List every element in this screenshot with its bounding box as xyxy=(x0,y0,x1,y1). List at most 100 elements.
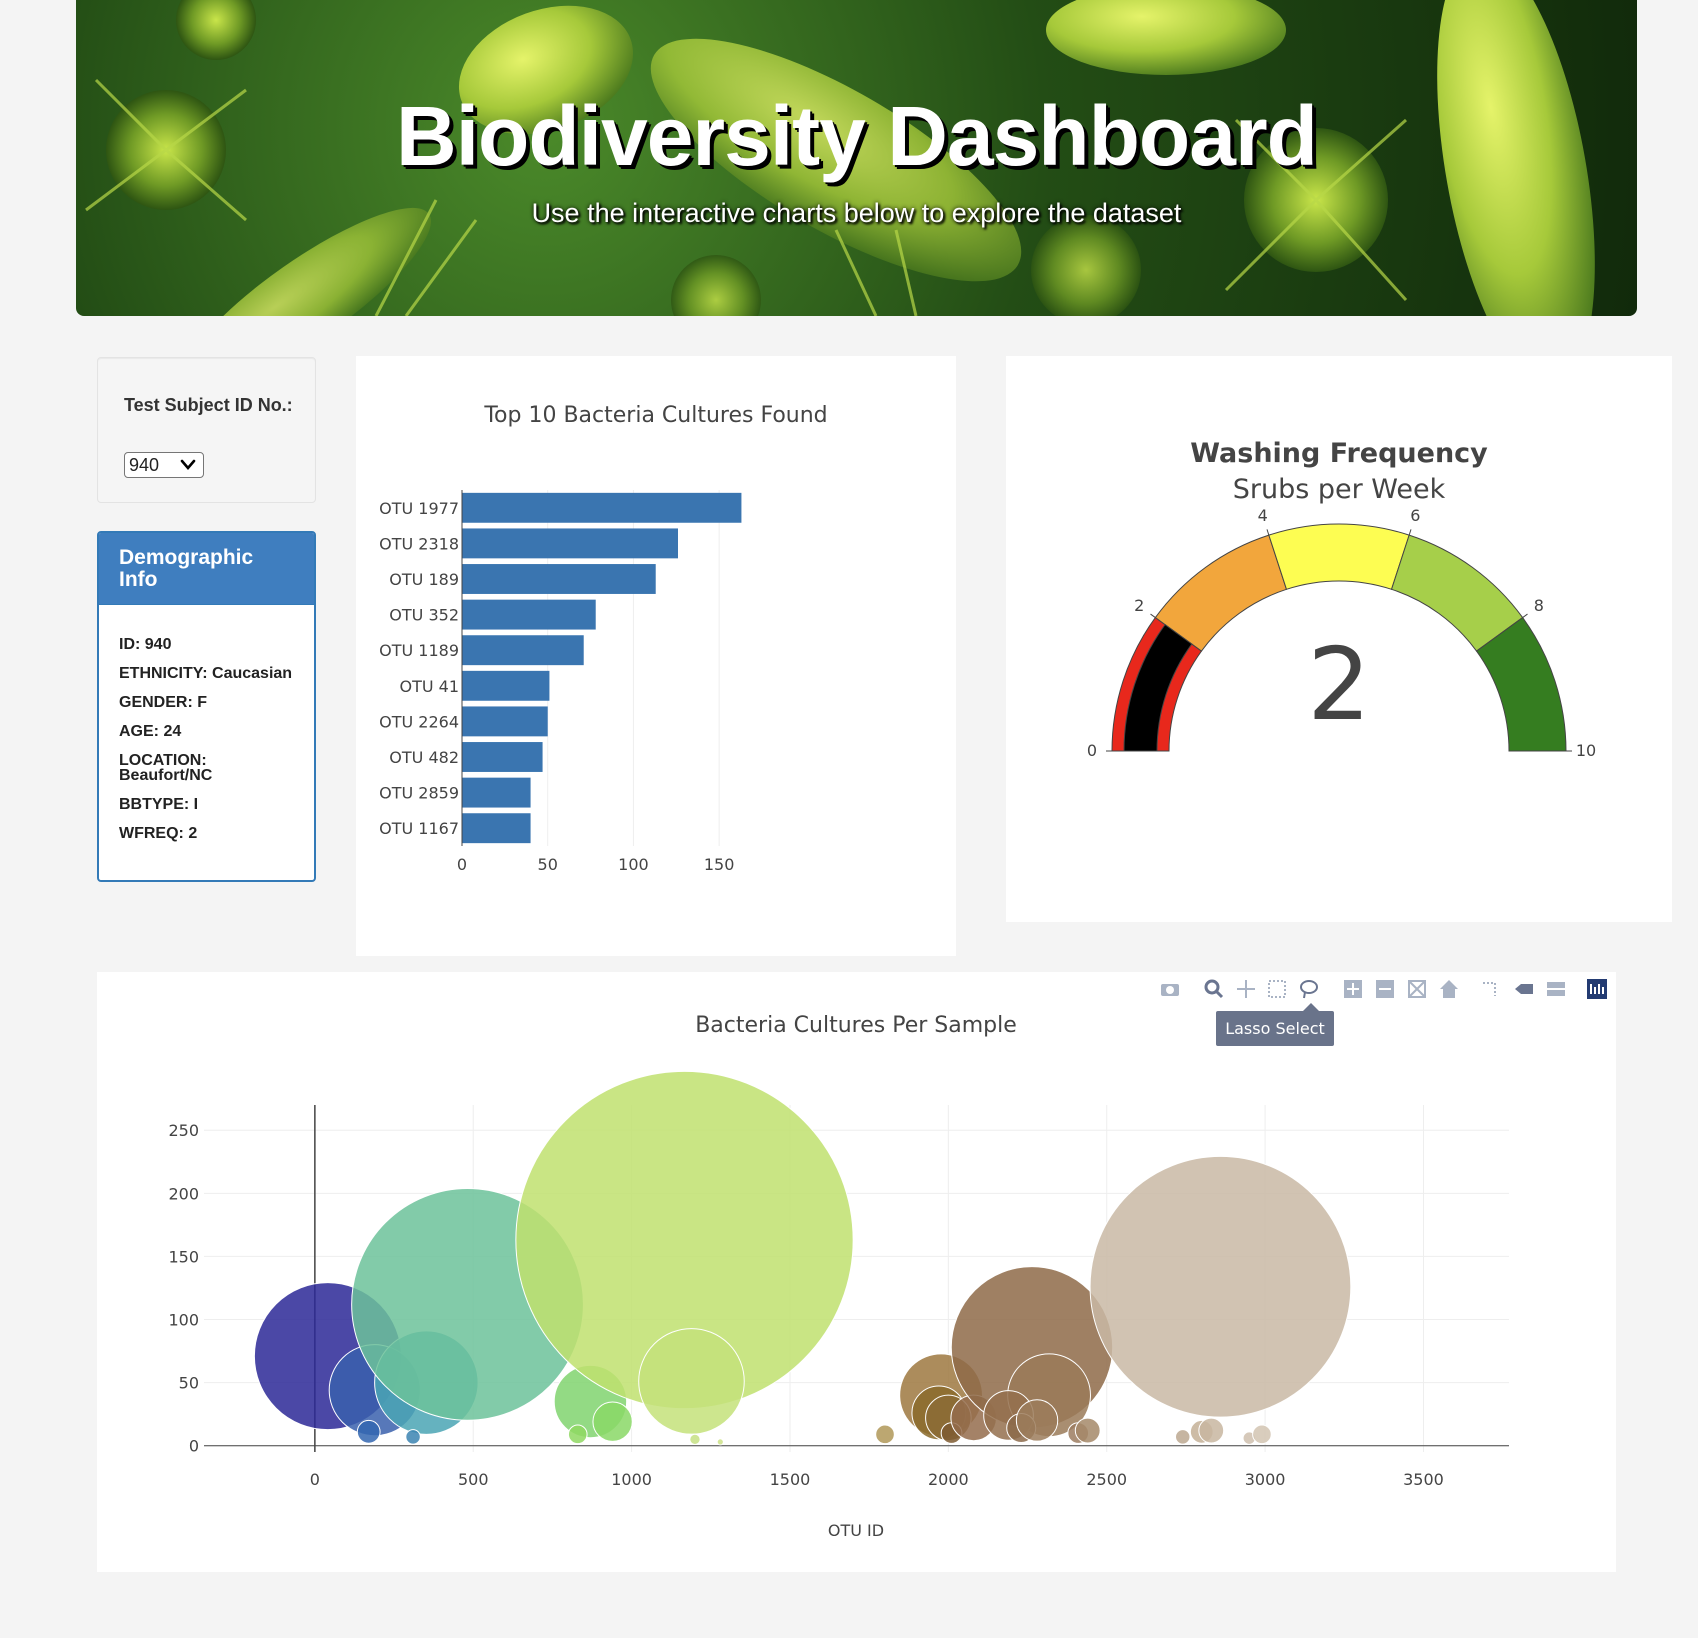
hover-closest-icon[interactable] xyxy=(1513,978,1535,1000)
gauge-tick-label: 0 xyxy=(1087,741,1097,760)
zoom-in-icon[interactable] xyxy=(1342,978,1364,1000)
y-tick-label: OTU 2318 xyxy=(379,534,459,553)
y-tick-label: OTU 482 xyxy=(389,748,459,767)
bubble[interactable] xyxy=(1074,1417,1101,1444)
x-tick-label: 2000 xyxy=(928,1470,969,1489)
bar[interactable] xyxy=(462,528,678,559)
gauge-tick-label: 2 xyxy=(1134,596,1144,615)
lasso-select-tooltip: Lasso Select xyxy=(1216,1011,1334,1046)
bar[interactable] xyxy=(462,813,531,844)
bar-chart[interactable]: Top 10 Bacteria Cultures Found 0 50 100 150 O… xyxy=(356,356,956,956)
bar[interactable] xyxy=(462,670,550,701)
x-tick-label: 150 xyxy=(704,855,735,874)
x-tick-label: 50 xyxy=(538,855,558,874)
chevron-down-icon xyxy=(179,453,197,483)
bar[interactable] xyxy=(462,706,548,737)
y-tick-label: OTU 1167 xyxy=(379,819,459,838)
bubble[interactable] xyxy=(716,1438,724,1446)
y-tick-label: OTU 189 xyxy=(389,570,459,589)
demographic-panel-title: Demographic Info xyxy=(99,533,314,605)
bubble[interactable] xyxy=(1175,1429,1191,1445)
chart-title: Bacteria Cultures Per Sample xyxy=(695,1013,1017,1038)
gauge-step xyxy=(1268,523,1410,590)
demographic-info-panel: Demographic Info ID: 940 ETHNICITY: Cauc… xyxy=(97,531,316,882)
demo-wfreq: WFREQ: 2 xyxy=(119,825,198,842)
bubble[interactable] xyxy=(405,1429,421,1445)
plotly-logo-icon[interactable] xyxy=(1586,978,1608,1000)
bubble-chart-card: Bacteria Cultures Per Sample 0 500 1000 1500… xyxy=(97,972,1616,1572)
chart-title: Top 10 Bacteria Cultures Found xyxy=(483,403,827,428)
gauge-tick-label: 4 xyxy=(1258,506,1268,525)
x-tick-label: 0 xyxy=(457,855,467,874)
bubble[interactable] xyxy=(1015,1399,1059,1442)
gauge-tick-label: 6 xyxy=(1410,506,1420,525)
selector-label: Test Subject ID No.: xyxy=(124,395,293,415)
zoom-out-icon[interactable] xyxy=(1374,978,1396,1000)
gauge-tick xyxy=(1150,613,1156,618)
bubble[interactable] xyxy=(1198,1417,1225,1444)
subject-selector-panel: Test Subject ID No.: 940 xyxy=(97,357,316,503)
y-tick-label: OTU 1189 xyxy=(379,641,459,660)
gauge-value: 2 xyxy=(1307,626,1371,743)
gauge-tick xyxy=(1522,613,1528,618)
y-tick-label: 200 xyxy=(168,1184,199,1203)
hover-compare-icon[interactable] xyxy=(1545,978,1567,1000)
header-banner: Biodiversity Dashboard Use the interacti… xyxy=(76,0,1637,316)
demo-id: ID: 940 xyxy=(119,636,172,653)
bubble[interactable] xyxy=(356,1419,381,1444)
camera-icon[interactable] xyxy=(1159,978,1181,1000)
subject-id-select[interactable]: 940 xyxy=(124,452,204,478)
y-tick-label: OTU 1977 xyxy=(379,499,459,518)
bar[interactable] xyxy=(462,599,596,630)
gauge-chart-card: Washing Frequency Srubs per Week 0 2 4 6 8 10 2 xyxy=(1006,356,1672,922)
demo-gender: GENDER: F xyxy=(119,694,207,711)
gauge-tick xyxy=(1408,529,1412,536)
x-tick-label: 100 xyxy=(618,855,649,874)
x-tick-label: 1500 xyxy=(770,1470,811,1489)
pan-icon[interactable] xyxy=(1235,978,1257,1000)
bubble[interactable] xyxy=(592,1401,633,1442)
demo-ethnicity: ETHNICITY: Caucasian xyxy=(119,665,293,682)
bar[interactable] xyxy=(462,492,742,523)
y-tick-label: 150 xyxy=(168,1247,199,1266)
gauge-subtitle: Srubs per Week xyxy=(1233,474,1446,505)
y-tick-label: 100 xyxy=(168,1311,199,1330)
zoom-icon[interactable] xyxy=(1203,978,1225,1000)
x-axis-title: OTU ID xyxy=(828,1521,884,1540)
bubble[interactable] xyxy=(1089,1155,1352,1418)
demographic-info-body: ID: 940 ETHNICITY: Caucasian GENDER: F A… xyxy=(99,605,314,842)
gauge-value-bar xyxy=(1123,623,1193,752)
bubble[interactable] xyxy=(1252,1424,1272,1445)
bacteria-background-image xyxy=(85,0,1595,316)
spike-lines-icon[interactable] xyxy=(1481,978,1503,1000)
bar[interactable] xyxy=(462,777,531,808)
gauge-title: Washing Frequency xyxy=(1190,438,1488,469)
box-select-icon[interactable] xyxy=(1266,978,1288,1000)
bubble[interactable] xyxy=(689,1433,701,1446)
y-tick-label: 50 xyxy=(179,1374,199,1393)
y-tick-label: OTU 2859 xyxy=(379,784,459,803)
x-tick-label: 3500 xyxy=(1403,1470,1444,1489)
tooltip-arrow xyxy=(1303,1003,1319,1011)
bubble[interactable] xyxy=(638,1328,745,1435)
autoscale-icon[interactable] xyxy=(1406,978,1428,1000)
bar-chart-card: Top 10 Bacteria Cultures Found 0 50 100 150 O… xyxy=(356,356,956,956)
bubble[interactable] xyxy=(567,1424,588,1445)
bar[interactable] xyxy=(462,635,584,666)
selected-value: 940 xyxy=(129,455,160,475)
y-tick-label: 250 xyxy=(168,1121,199,1140)
x-tick-label: 2500 xyxy=(1086,1470,1127,1489)
y-tick-label: OTU 41 xyxy=(399,677,459,696)
page-subtitle: Use the interactive charts below to expl… xyxy=(531,198,1182,228)
y-tick-label: OTU 2264 xyxy=(379,712,459,731)
reset-axes-icon[interactable] xyxy=(1438,978,1460,1000)
bar[interactable] xyxy=(462,564,656,594)
gauge-tick xyxy=(1266,529,1270,536)
bar[interactable] xyxy=(462,742,543,772)
lasso-icon[interactable] xyxy=(1298,978,1320,1000)
gauge-tick-label: 10 xyxy=(1576,741,1596,760)
bubble[interactable] xyxy=(875,1424,895,1445)
gauge-chart[interactable]: Washing Frequency Srubs per Week 0 2 4 6 8 10 2 xyxy=(1006,356,1672,922)
x-tick-label: 3000 xyxy=(1245,1470,1286,1489)
